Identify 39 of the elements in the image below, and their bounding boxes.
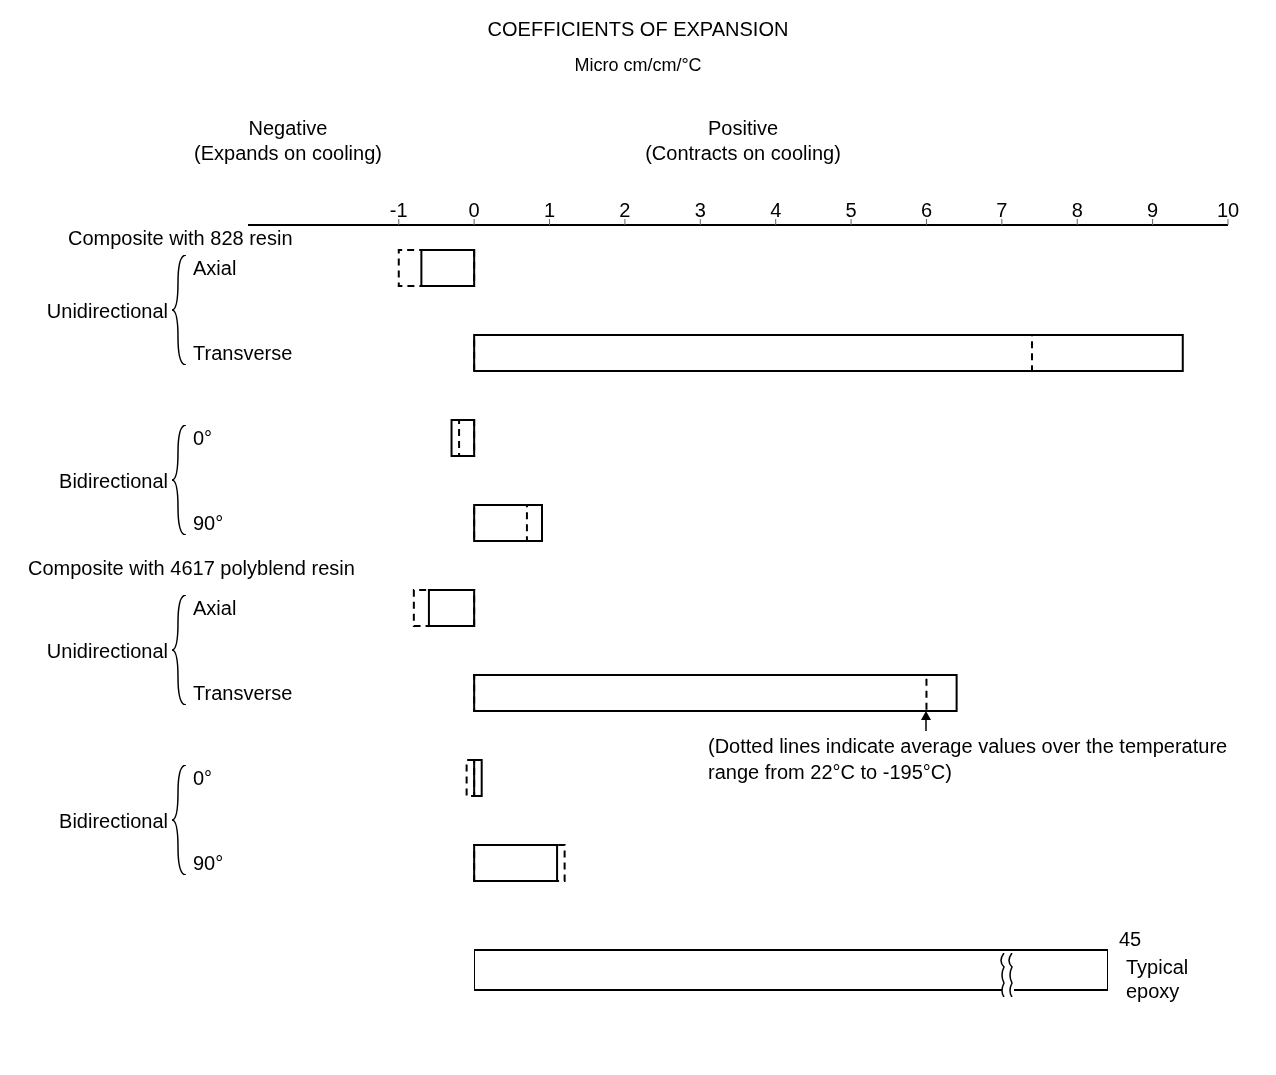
text: (Contracts on cooling) <box>644 141 842 166</box>
text: Bidirectional <box>58 469 168 494</box>
text: Unidirectional <box>45 299 168 324</box>
x-tick-label: -1 <box>389 199 408 221</box>
x-tick-label: 6 <box>920 199 933 221</box>
text: Bidirectional <box>58 809 168 834</box>
x-tick-label: 9 <box>1147 199 1159 221</box>
bar <box>412 589 476 627</box>
y-tick-label: 90° <box>193 851 224 874</box>
bar <box>473 504 543 542</box>
x-tick-label: 2 <box>619 199 631 221</box>
x-tick-label: 1 <box>543 199 556 221</box>
y-tick-label: Transverse <box>193 681 293 704</box>
x-tick-label: 3 <box>694 199 706 221</box>
text: Positive <box>707 116 779 141</box>
x-tick-label: 0 <box>468 199 480 221</box>
x-tick-label: 7 <box>996 199 1008 221</box>
y-tick-label: 0° <box>193 766 213 789</box>
x-tick-label: 5 <box>845 199 857 221</box>
text: Unidirectional <box>45 639 168 664</box>
y-tick-label: 0° <box>193 426 213 449</box>
bar <box>473 334 1184 372</box>
y-tick-label: Axial <box>193 596 237 619</box>
x-tick-label: 8 <box>1071 199 1083 221</box>
y-tick-label: Axial <box>193 256 237 279</box>
y-tick-label: Typical epoxy <box>1126 956 1189 1002</box>
data-label: 45 <box>1118 928 1142 950</box>
annotation: Composite with 4617 polyblend resin <box>28 556 356 581</box>
chart-title: COEFFICIENTS OF EXPANSION <box>486 17 790 41</box>
bar <box>397 249 476 287</box>
chart-subtitle: Micro cm/cm/°C <box>573 54 703 77</box>
text: Negative <box>247 116 329 141</box>
annotation: Composite with 828 resin <box>68 226 294 251</box>
y-tick-label: 90° <box>193 511 224 534</box>
y-tick-label: Transverse <box>193 341 293 364</box>
x-tick-label: 4 <box>770 199 782 221</box>
text: (Expands on cooling) <box>193 141 383 166</box>
x-tick-label: 10 <box>1216 199 1240 221</box>
annotation: (Dotted lines indicate average values over the temperature range from 22°C to -195°C) <box>708 734 1228 785</box>
